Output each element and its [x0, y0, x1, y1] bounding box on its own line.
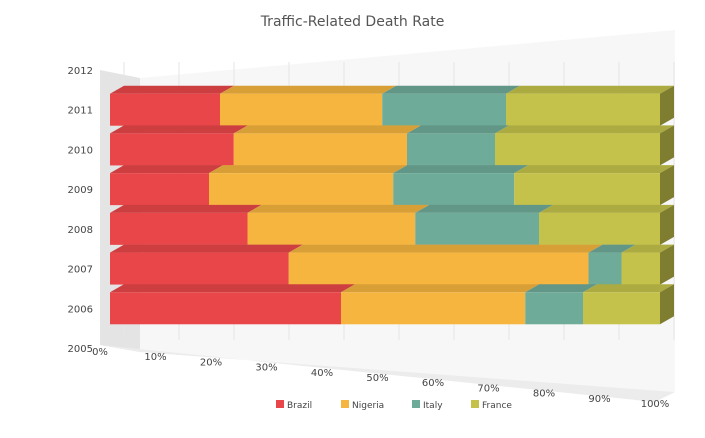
bar-nigeria-2008 — [247, 212, 416, 245]
bar-end-cap — [660, 284, 674, 325]
x-tick-label: 40% — [311, 368, 333, 379]
x-tick-label: 80% — [533, 389, 555, 400]
bar-italy-2007 — [588, 252, 622, 285]
bar-top — [583, 284, 674, 293]
bar-france-2007 — [621, 252, 660, 285]
bar-nigeria-2011 — [220, 93, 383, 126]
bar-france-2010 — [495, 133, 660, 166]
bar-brazil-2011 — [110, 93, 220, 126]
bar-brazil-2006 — [110, 292, 341, 325]
bar-nigeria-2010 — [233, 133, 407, 166]
y-tick-label: 2008 — [68, 225, 93, 236]
legend-label-nigeria: Nigeria — [352, 401, 384, 411]
bar-top — [247, 204, 430, 213]
floor-wall — [100, 345, 675, 402]
bar-top — [233, 125, 421, 134]
bar-end-cap — [660, 85, 674, 126]
bar-nigeria-2009 — [209, 173, 394, 206]
bar-end-cap — [660, 125, 674, 166]
x-tick-label: 100% — [641, 399, 670, 410]
bar-italy-2008 — [415, 212, 539, 245]
x-tick-label: 70% — [477, 383, 499, 394]
legend-swatch-nigeria — [341, 400, 349, 408]
bar-italy-2010 — [407, 133, 495, 166]
bar-brazil-2008 — [110, 212, 248, 245]
bar-top — [220, 85, 397, 94]
y-axis-ticks: 2005 2006 2007 2008 2009 2010 2011 2012 — [68, 66, 93, 355]
bar-end-cap — [660, 204, 674, 245]
bar-top — [110, 85, 234, 94]
bar-top — [621, 244, 674, 253]
bar-top — [525, 284, 597, 293]
bar-italy-2011 — [382, 93, 506, 126]
bar-top — [407, 125, 509, 134]
bar-nigeria-2007 — [288, 252, 589, 285]
bar-nigeria-2006 — [341, 292, 526, 325]
bar-top — [341, 284, 540, 293]
y-tick-label: 2012 — [68, 66, 93, 77]
bar-france-2009 — [514, 173, 660, 206]
y-tick-label: 2009 — [68, 185, 93, 196]
x-tick-label: 60% — [422, 378, 444, 389]
bar-top — [415, 204, 553, 213]
bar-top — [288, 244, 603, 253]
x-tick-label: 90% — [588, 394, 610, 405]
bar-top — [506, 85, 674, 94]
chart-legend: Brazil Nigeria Italy France — [276, 400, 512, 411]
bar-top — [110, 204, 262, 213]
bar-top — [539, 204, 674, 213]
bar-france-2011 — [506, 93, 660, 126]
bar-brazil-2010 — [110, 133, 234, 166]
x-tick-label: 0% — [92, 347, 108, 358]
x-tick-label: 20% — [200, 357, 222, 368]
legend-label-brazil: Brazil — [287, 401, 312, 411]
bar-italy-2009 — [393, 173, 515, 206]
bar-top — [110, 165, 223, 174]
bar-top — [588, 244, 636, 253]
y-tick-label: 2007 — [68, 265, 93, 276]
x-tick-label: 30% — [255, 363, 277, 374]
bar-france-2008 — [539, 212, 660, 245]
bar-end-cap — [660, 244, 674, 285]
legend-label-france: France — [482, 401, 512, 411]
chart-bars — [110, 85, 674, 325]
x-tick-label: 50% — [366, 373, 388, 384]
bar-top — [110, 125, 248, 134]
x-tick-label: 10% — [144, 352, 166, 363]
bar-brazil-2009 — [110, 173, 209, 206]
bar-top — [514, 165, 674, 174]
bar-top — [382, 85, 520, 94]
bar-top — [495, 125, 674, 134]
x-axis-ticks: 0% 10% 20% 30% 40% 50% 60% 70% 80% 90% 100% — [92, 347, 669, 410]
y-tick-label: 2011 — [68, 106, 93, 117]
legend-swatch-italy — [412, 400, 420, 408]
legend-swatch-france — [471, 400, 479, 408]
y-tick-label: 2006 — [68, 304, 93, 315]
bar-end-cap — [660, 165, 674, 206]
bar-brazil-2007 — [110, 252, 289, 285]
y-tick-label: 2010 — [68, 145, 93, 156]
bar-top — [110, 284, 355, 293]
bar-italy-2006 — [525, 292, 583, 325]
bar-top — [209, 165, 408, 174]
bar-france-2006 — [583, 292, 660, 325]
bar-top — [393, 165, 529, 174]
legend-swatch-brazil — [276, 400, 284, 408]
legend-label-italy: Italy — [423, 401, 443, 411]
y-tick-label: 2005 — [68, 344, 93, 355]
bar-top — [110, 244, 303, 253]
chart-title: Traffic-Related Death Rate — [260, 14, 445, 30]
